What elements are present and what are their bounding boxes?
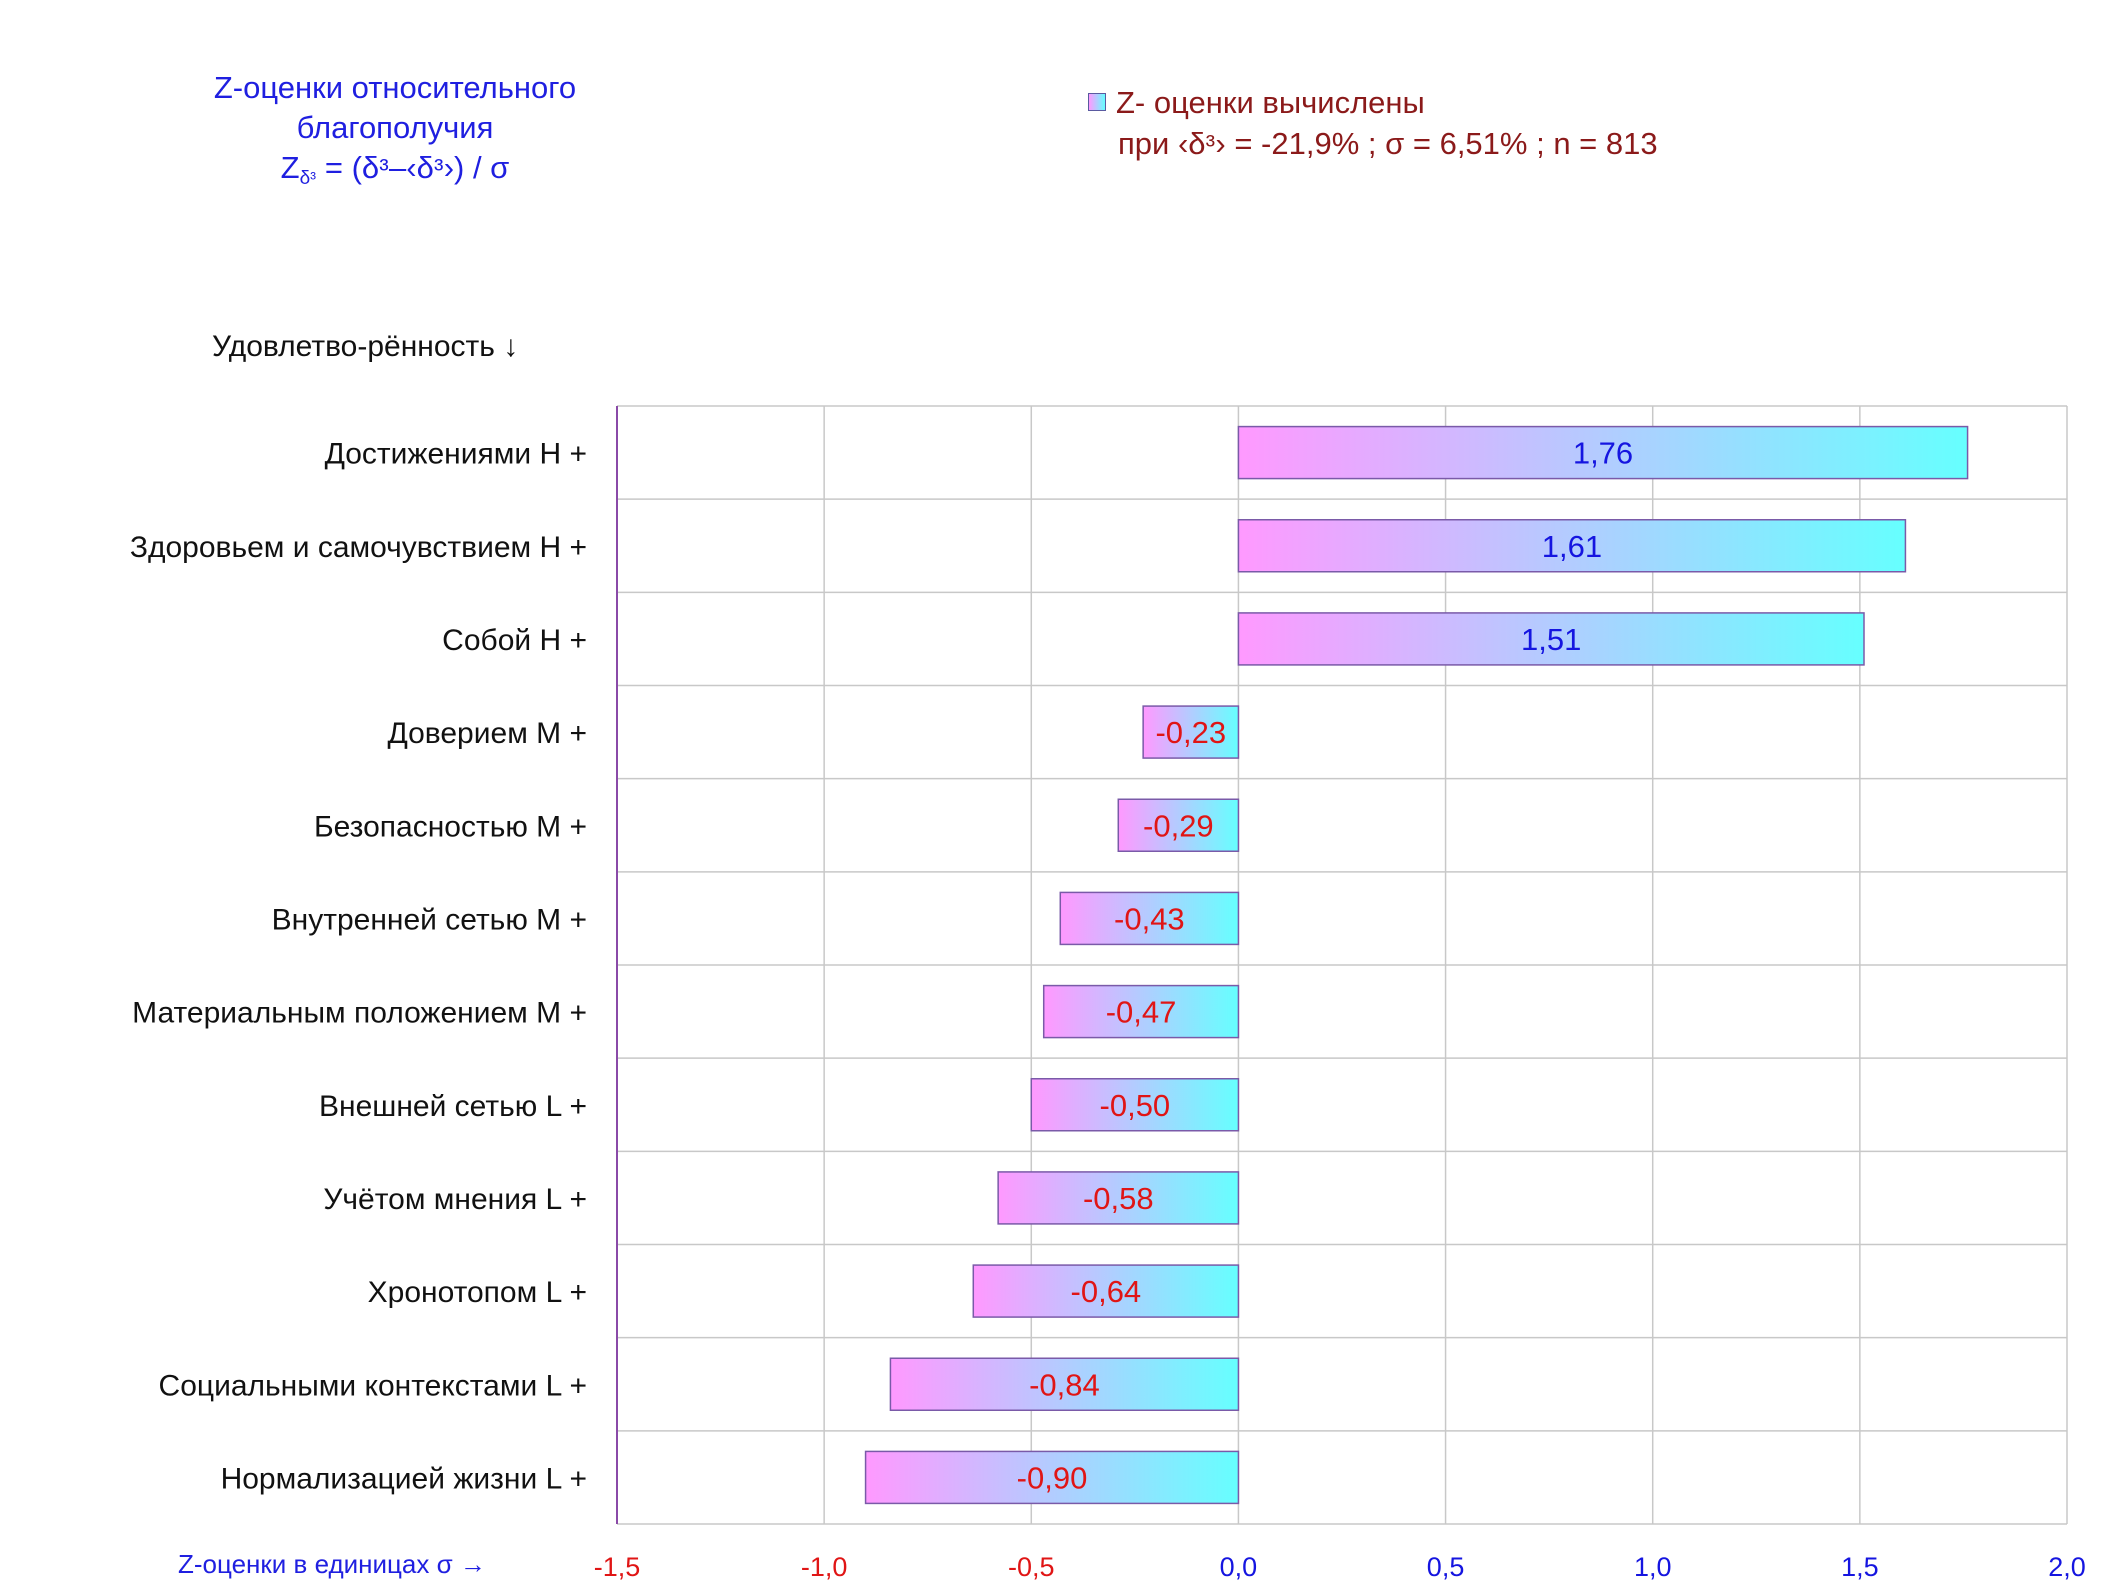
bar (889, 1357, 1240, 1411)
legend: Z- оценки вычислены при ‹δᶟ› = -21,9% ; … (1088, 82, 1658, 164)
category-label: Учётом мнения L + (323, 1183, 587, 1216)
category-label: Достижениями Н + (325, 438, 587, 471)
category-label: Собой Н + (442, 624, 587, 657)
legend-params: при ‹δᶟ› = -21,9% ; σ = 6,51% ; n = 813 (1118, 126, 1658, 161)
legend-swatch (1088, 93, 1106, 111)
x-tick-label: 0,5 (1427, 1552, 1465, 1582)
category-label: Безопасностью М + (314, 810, 587, 843)
bar (972, 1264, 1240, 1318)
category-label: Социальными контекстами L + (159, 1369, 587, 1402)
bar-value-label: -0,58 (1083, 1181, 1154, 1216)
bar-value-label: 1,76 (1573, 436, 1633, 471)
formula-rest: = (δᶟ–‹δᶟ›) / σ (316, 150, 510, 185)
bar (1117, 798, 1240, 852)
bar-value-label: -0,43 (1114, 901, 1185, 936)
bar-value-label: -0,23 (1155, 715, 1226, 750)
bar (1042, 984, 1240, 1039)
bar (1237, 612, 1865, 666)
category-label: Хронотопом L + (368, 1276, 587, 1309)
title-formula: Zδᶟ = (δᶟ–‹δᶟ›) / σ (150, 148, 640, 199)
bar-value-label: 1,51 (1521, 622, 1581, 657)
title-line-2: благополучия (296, 110, 494, 145)
x-tick-label: -1,5 (594, 1552, 641, 1582)
category-labels: Достижениями Н + Здоровьем и самочувствие… (130, 438, 587, 1496)
bar (1059, 891, 1240, 946)
x-tick-label: 2,0 (2048, 1552, 2086, 1582)
legend-label: Z- оценки вычислены (1116, 85, 1425, 120)
bar-value-label: -0,90 (1017, 1460, 1088, 1495)
bar-value-label: -0,50 (1100, 1088, 1171, 1123)
category-label: Внешней сетью L + (319, 1090, 587, 1123)
y-axis-header: Удовлетво-рённость ↓ (212, 330, 519, 363)
formula-z: Z (280, 150, 300, 185)
bars: 1,76 1,61 1,51 -0,23 -0,29 -0,43 -0,47 -0,50 -0,… (864, 425, 1969, 1505)
chart-title: Z-оценки относительного благополучия Zδᶟ… (150, 68, 640, 199)
x-axis-header: Z-оценки в единицах σ → (178, 1549, 486, 1579)
bar (864, 1450, 1240, 1505)
grid (616, 405, 2068, 1525)
category-label: Материальным положением М + (132, 997, 587, 1030)
bar (997, 1171, 1240, 1225)
category-label: Доверием М + (387, 717, 587, 750)
bar-value-label: -0,47 (1106, 995, 1177, 1030)
bar (1142, 705, 1240, 759)
bar (1237, 425, 1969, 480)
formula-subscript: δᶟ (299, 168, 317, 189)
x-tick-label: 1,0 (1634, 1552, 1672, 1582)
bar (1030, 1078, 1240, 1132)
bar-value-label: -0,29 (1143, 808, 1214, 843)
x-tick-label: 0,0 (1220, 1552, 1258, 1582)
bar-value-label: -0,64 (1071, 1274, 1142, 1309)
x-tick-label: 1,5 (1841, 1552, 1879, 1582)
x-tick-labels: -1,5 -1,0 -0,5 0,0 0,5 1,0 1,5 2,0 (594, 1552, 2086, 1582)
bar-value-label: -0,84 (1029, 1367, 1100, 1402)
category-label: Нормализацией жизни L + (221, 1462, 587, 1495)
x-tick-label: -0,5 (1008, 1552, 1055, 1582)
bar-value-label: 1,61 (1542, 529, 1602, 564)
category-label: Внутренней сетью М + (272, 903, 587, 936)
x-tick-label: -1,0 (801, 1552, 848, 1582)
bar (1237, 519, 1907, 573)
title-line-1: Z-оценки относительного (213, 70, 577, 105)
category-label: Здоровьем и самочувствием Н + (130, 531, 587, 564)
